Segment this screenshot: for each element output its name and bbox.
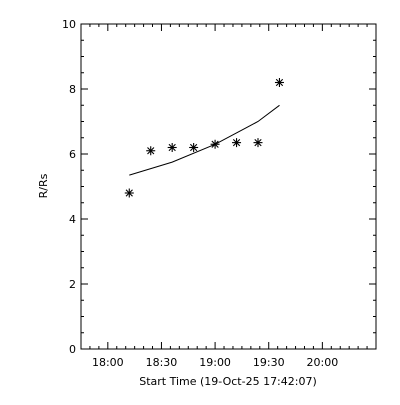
fit-line: [129, 104, 280, 176]
asterisk-stroke: [125, 189, 133, 197]
x-tick-label: 19:30: [253, 356, 285, 369]
data-points-layer: [124, 78, 284, 198]
y-tick-label: 0: [69, 343, 76, 356]
x-tick-label: 19:00: [199, 356, 231, 369]
y-tick-label: 4: [69, 213, 76, 226]
data-point: [124, 188, 134, 198]
y-tick-label: 6: [69, 148, 76, 161]
asterisk-stroke: [232, 138, 241, 147]
x-tick-label: 18:30: [146, 356, 178, 369]
x-axis-label: Start Time (19-Oct-25 17:42:07): [139, 375, 317, 388]
data-point: [253, 138, 263, 148]
asterisk-stroke: [147, 147, 155, 155]
y-tick-label: 8: [69, 83, 76, 96]
data-point: [146, 146, 156, 156]
data-point: [232, 138, 242, 148]
y-tick-label: 2: [69, 278, 76, 291]
x-tick-label: 18:00: [92, 356, 124, 369]
asterisk-stroke: [275, 78, 284, 87]
data-point: [210, 139, 220, 149]
plot-frame: [80, 23, 377, 350]
fit-line-layer: [129, 104, 280, 176]
asterisk-stroke: [168, 143, 176, 152]
asterisk-stroke: [211, 140, 219, 148]
asterisk-stroke: [190, 143, 198, 152]
tick-labels: 0 2 4 6 8 10 18:00 18:30 19:00 19:30 20:00: [62, 18, 338, 369]
x-tick-label: 20:00: [307, 356, 339, 369]
y-axis-label: R/Rs: [37, 173, 50, 198]
y-tick-label: 10: [62, 18, 76, 31]
data-point: [274, 78, 284, 87]
data-point: [167, 143, 177, 152]
asterisk-stroke: [254, 138, 262, 147]
axis-ticks: [80, 23, 376, 350]
data-point: [189, 143, 199, 152]
